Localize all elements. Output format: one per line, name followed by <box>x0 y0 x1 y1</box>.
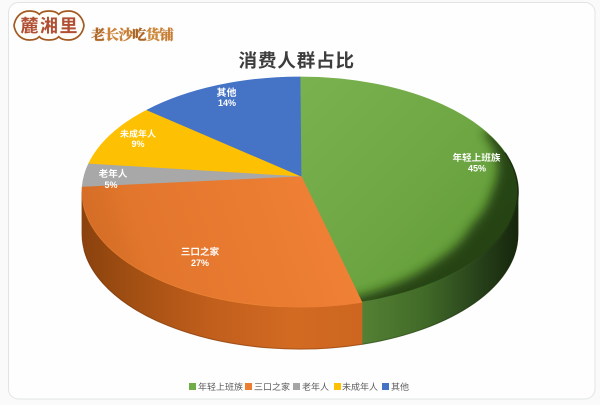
svg-text:14%: 14% <box>218 98 236 108</box>
svg-text:9%: 9% <box>131 139 144 149</box>
svg-text:5%: 5% <box>104 180 117 190</box>
svg-text:45%: 45% <box>468 164 486 174</box>
svg-text:27%: 27% <box>191 258 209 268</box>
